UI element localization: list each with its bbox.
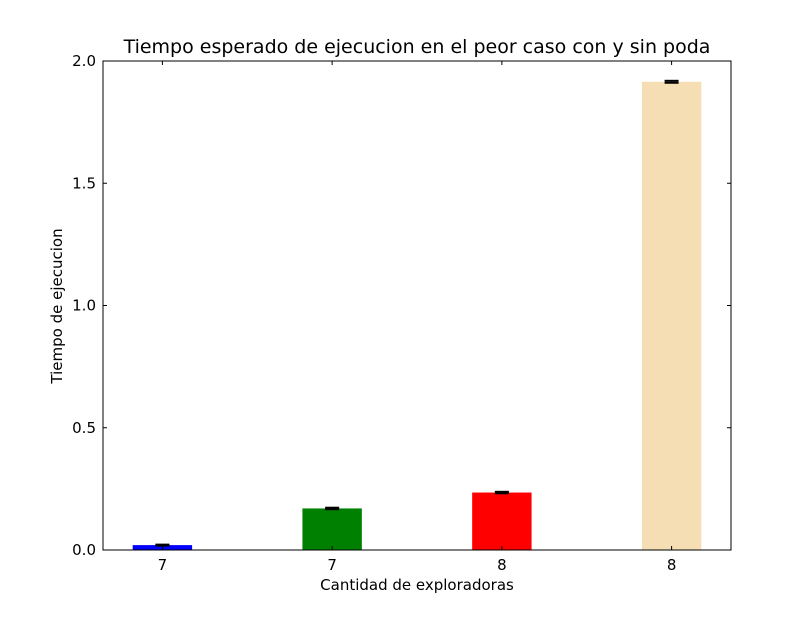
bar xyxy=(302,508,362,550)
plot-area-frame xyxy=(102,60,732,551)
x-tick-label: 7 xyxy=(158,556,168,574)
ticks-layer: 7 7 8 8 0.0 0.5 1.0 1.5 2.0 xyxy=(72,52,731,574)
x-axis-label: Cantidad de exploradoras xyxy=(320,576,514,594)
error-bars-layer xyxy=(155,79,679,547)
bar xyxy=(472,492,532,550)
y-tick-label: 0.0 xyxy=(72,541,96,559)
x-tick-label: 8 xyxy=(667,556,677,574)
y-tick-label: 0.5 xyxy=(72,419,96,437)
y-axis-label: Tiempo de ejecucion xyxy=(48,228,66,384)
bars-layer xyxy=(132,81,702,550)
x-tick-label: 7 xyxy=(327,556,337,574)
y-tick-label: 2.0 xyxy=(72,52,96,70)
y-tick-label: 1.0 xyxy=(72,297,96,315)
chart-title: Tiempo esperado de ejecucion en el peor … xyxy=(123,36,711,58)
bar xyxy=(641,81,702,550)
x-tick-label: 8 xyxy=(497,556,507,574)
y-tick-label: 1.5 xyxy=(72,174,96,192)
